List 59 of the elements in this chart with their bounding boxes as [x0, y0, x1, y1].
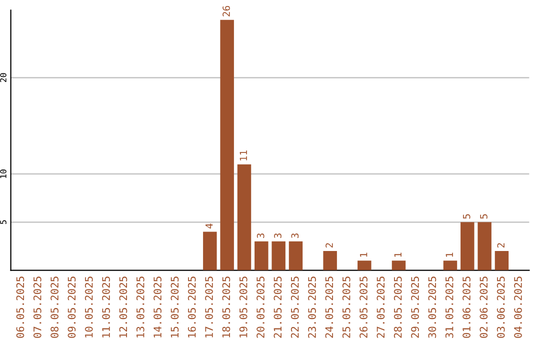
x-tick-label: 15.05.2025 — [170, 276, 179, 338]
bar — [220, 20, 234, 270]
x-tick-label: 16.05.2025 — [188, 276, 196, 338]
x-tick-label: 18.05.2025 — [222, 276, 230, 338]
data-label: 3 — [256, 234, 264, 238]
x-tick-label: 22.05.2025 — [290, 276, 299, 338]
bar — [237, 164, 252, 270]
bar — [203, 232, 217, 270]
bar — [494, 251, 509, 270]
data-label: 1 — [394, 252, 402, 257]
data-label: 3 — [291, 234, 299, 238]
x-tick-label: 19.05.2025 — [239, 276, 248, 338]
x-tick-label: 24.05.2025 — [325, 276, 334, 338]
x-tick-label: 10.05.2025 — [84, 276, 93, 338]
x-tick-label: 13.05.2025 — [136, 276, 144, 338]
x-tick-label: 01.06.2025 — [462, 276, 470, 338]
x-tick-label: 28.05.2025 — [394, 276, 402, 338]
bar — [323, 251, 337, 270]
data-label: 11 — [240, 150, 247, 160]
bar — [288, 241, 303, 270]
x-tick-label: 11.05.2025 — [102, 276, 110, 338]
x-tick-label: 03.06.2025 — [496, 276, 505, 338]
x-tick-label: 29.05.2025 — [411, 276, 419, 338]
bar — [254, 241, 268, 270]
y-tick-label: 5 — [0, 220, 6, 224]
bar — [392, 260, 406, 270]
x-tick-label: 27.05.2025 — [376, 276, 385, 338]
bar — [460, 222, 474, 270]
data-label: 2 — [497, 243, 504, 248]
data-label: 3 — [274, 234, 282, 238]
y-tick-label: 10 — [0, 169, 6, 178]
x-tick-label: 12.05.2025 — [119, 276, 128, 338]
x-tick-label: 09.05.2025 — [68, 276, 76, 338]
x-tick-label: 07.05.2025 — [33, 276, 42, 338]
data-label: 4 — [206, 224, 213, 229]
x-tick-label: 02.06.2025 — [480, 276, 488, 338]
x-tick-label: 30.05.2025 — [428, 276, 436, 338]
x-tick-label: 08.05.2025 — [50, 276, 58, 338]
x-tick-label: 20.05.2025 — [256, 276, 264, 338]
x-tick-label: 06.05.2025 — [16, 276, 24, 338]
x-tick-label: 17.05.2025 — [205, 276, 213, 338]
x-tick-label: 31.05.2025 — [445, 276, 454, 338]
data-label: 2 — [326, 243, 333, 248]
y-tick-label: 20 — [0, 73, 6, 82]
x-tick-label: 26.05.2025 — [360, 276, 368, 338]
x-tick-label: 04.06.2025 — [514, 276, 522, 338]
data-label: 5 — [463, 214, 470, 219]
data-label: 1 — [446, 252, 453, 257]
bar — [358, 260, 372, 270]
bar — [443, 260, 458, 270]
x-tick-label: 25.05.2025 — [342, 276, 350, 338]
data-label: 1 — [360, 252, 368, 257]
bar — [272, 241, 286, 270]
x-tick-label: 14.05.2025 — [154, 276, 162, 338]
x-tick-label: 21.05.2025 — [274, 276, 282, 338]
x-tick-label: 23.05.2025 — [308, 276, 316, 338]
data-label: 5 — [480, 214, 488, 219]
bar — [478, 222, 492, 270]
data-label: 26 — [222, 6, 230, 16]
